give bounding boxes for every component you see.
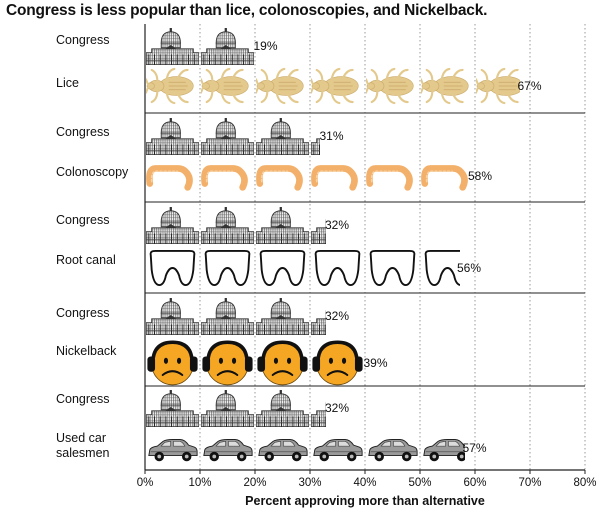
capitol-icon — [146, 389, 199, 427]
value-label: 32% — [325, 401, 349, 415]
value-label: 58% — [468, 169, 492, 183]
row-label: Colonoscopy — [56, 165, 129, 179]
capitol-icon — [256, 297, 309, 335]
sad-face-headphones-icon — [200, 340, 255, 387]
capitol-icon — [256, 389, 309, 427]
chart-title: Congress is less popular than lice, colo… — [6, 2, 488, 19]
pictogram-bar — [149, 168, 464, 187]
row-label: Congress — [56, 33, 110, 47]
value-label: 19% — [254, 39, 278, 53]
car-icon — [148, 439, 198, 462]
colon-icon — [369, 168, 409, 187]
car-icon — [258, 439, 308, 462]
capitol-icon — [201, 297, 254, 335]
tooth-icon — [149, 249, 196, 287]
car-icon — [313, 439, 363, 462]
row-label: Congress — [56, 392, 110, 406]
louse-icon — [146, 67, 195, 105]
capitol-icon — [256, 206, 309, 244]
capitol-icon — [256, 117, 309, 155]
value-label: 56% — [457, 261, 481, 275]
x-tick-label: 30% — [298, 477, 321, 489]
louse-icon — [366, 67, 415, 105]
x-tick-label: 10% — [188, 477, 211, 489]
capitol-icon — [146, 27, 199, 65]
colon-icon — [424, 168, 464, 187]
tooth-icon — [314, 249, 361, 287]
x-tick-label: 20% — [243, 477, 266, 489]
row-label: Used car salesmen — [56, 431, 110, 460]
x-tick-label: 40% — [353, 477, 376, 489]
colon-icon — [259, 168, 299, 187]
capitol-icon — [201, 206, 254, 244]
capitol-icon — [201, 117, 254, 155]
x-tick-label: 80% — [573, 477, 596, 489]
louse-icon — [311, 67, 360, 105]
car-icon — [203, 439, 253, 462]
row-label: Congress — [56, 125, 110, 139]
capitol-icon — [201, 27, 254, 65]
value-label: 57% — [463, 441, 487, 455]
row-label: Root canal — [56, 253, 116, 267]
pictogram-bar — [146, 67, 520, 105]
louse-icon — [421, 67, 470, 105]
sad-face-headphones-icon — [255, 340, 310, 387]
louse-icon — [201, 67, 250, 105]
x-tick-label: 70% — [518, 477, 541, 489]
value-label: 67% — [518, 79, 542, 93]
tooth-icon — [369, 249, 416, 287]
value-label: 39% — [364, 356, 388, 370]
capitol-icon — [146, 206, 199, 244]
pictogram-bar — [146, 27, 254, 65]
sad-face-headphones-icon — [310, 340, 365, 387]
value-label: 32% — [325, 218, 349, 232]
capitol-icon — [146, 117, 199, 155]
colon-icon — [204, 168, 244, 187]
x-axis-title: Percent approving more than alternative — [245, 494, 485, 508]
pictogram-bar — [148, 439, 465, 462]
colon-icon — [149, 168, 189, 187]
sad-face-headphones-icon — [145, 340, 200, 387]
value-label: 32% — [325, 309, 349, 323]
tooth-icon — [204, 249, 251, 287]
x-tick-label: 50% — [408, 477, 431, 489]
x-tick-label: 0% — [137, 477, 154, 489]
colon-icon — [314, 168, 354, 187]
car-icon — [368, 439, 418, 462]
louse-icon — [476, 67, 520, 105]
x-tick-label: 60% — [463, 477, 486, 489]
capitol-icon — [146, 297, 199, 335]
row-label: Lice — [56, 76, 79, 90]
louse-icon — [256, 67, 305, 105]
row-label: Congress — [56, 306, 110, 320]
capitol-icon — [201, 389, 254, 427]
value-label: 31% — [320, 129, 344, 143]
row-label: Nickelback — [56, 344, 117, 358]
tooth-icon — [259, 249, 306, 287]
row-label: Congress — [56, 213, 110, 227]
